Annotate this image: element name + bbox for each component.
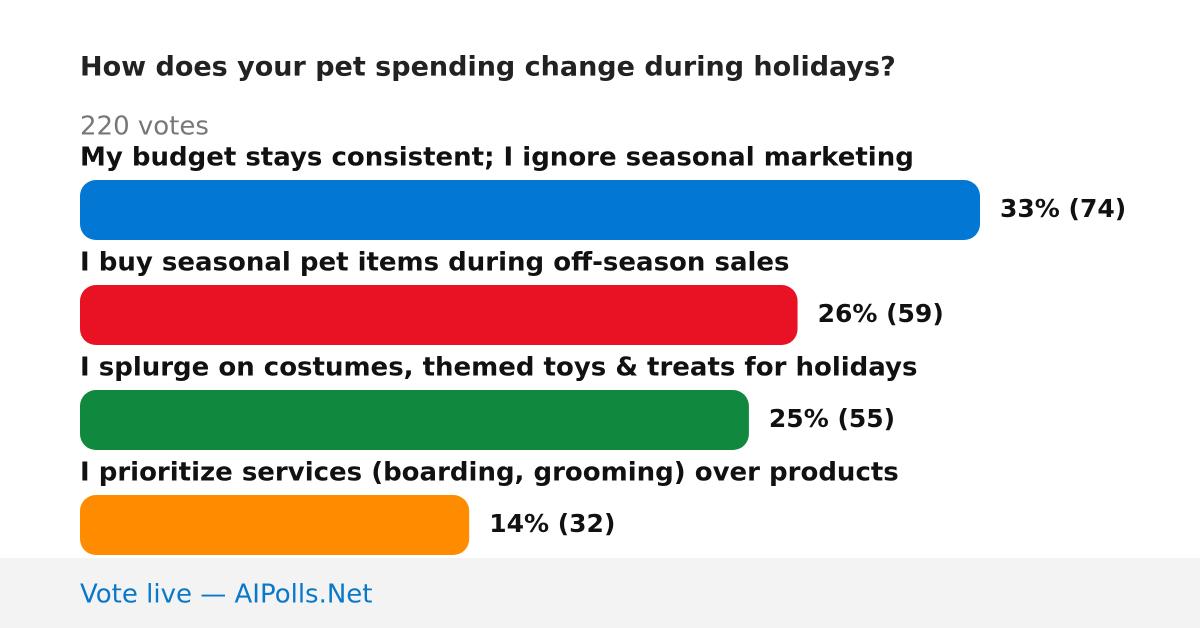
footer-link[interactable]: Vote live — AIPolls.Net xyxy=(80,580,373,610)
bar xyxy=(80,180,980,240)
bar xyxy=(80,495,470,555)
value-label: 33% (74) xyxy=(1000,194,1126,223)
value-label: 14% (32) xyxy=(489,509,615,538)
option-label: I splurge on costumes, themed toys & tre… xyxy=(80,353,917,383)
value-label: 25% (55) xyxy=(769,404,895,433)
option-label: I buy seasonal pet items during off-seas… xyxy=(80,248,790,278)
bar xyxy=(80,285,798,345)
poll-title: How does your pet spending change during… xyxy=(80,52,896,83)
footer-band xyxy=(0,558,1200,628)
value-label: 26% (59) xyxy=(818,299,944,328)
bar xyxy=(80,390,749,450)
option-label: I prioritize services (boarding, groomin… xyxy=(80,458,899,488)
option-label: My budget stays consistent; I ignore sea… xyxy=(80,143,914,173)
vote-count: 220 votes xyxy=(80,112,209,142)
